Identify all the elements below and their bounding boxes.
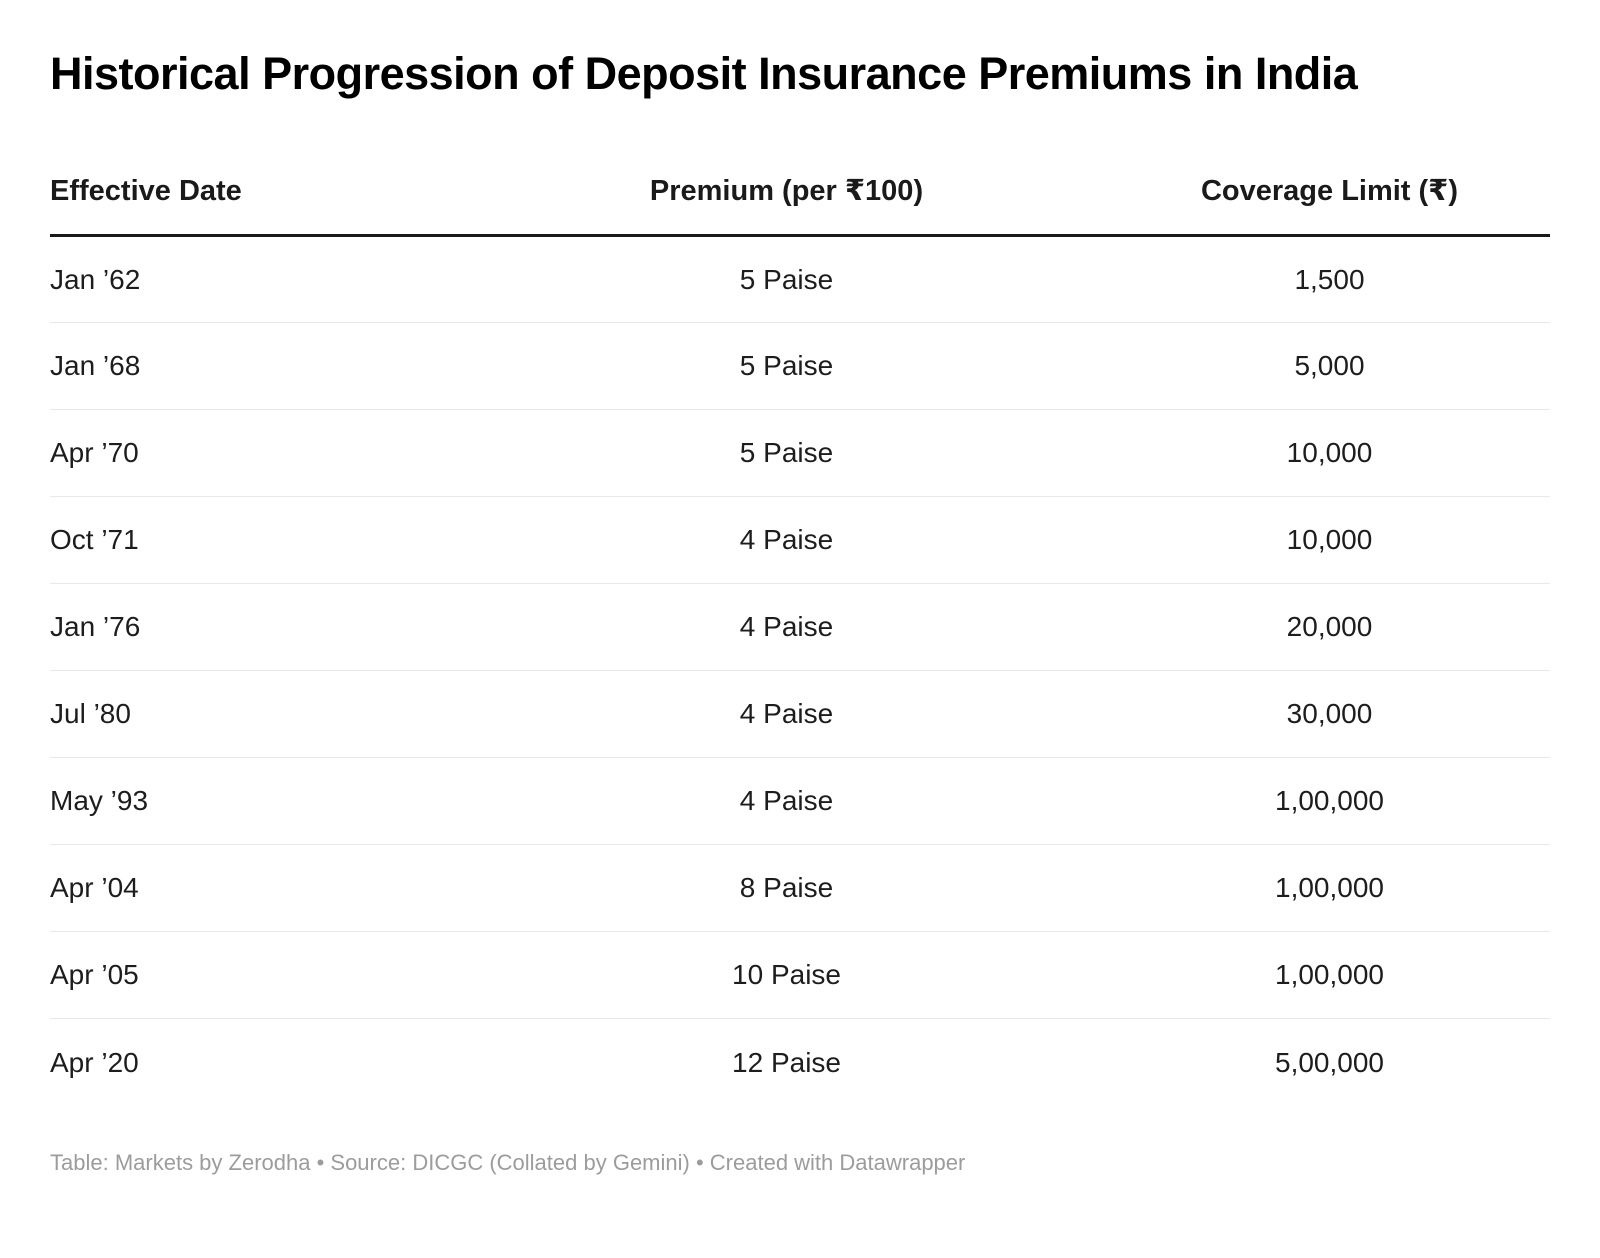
cell-effective-date: Oct ’71: [50, 496, 464, 584]
table-row: Jan ’68 5 Paise 5,000: [50, 322, 1550, 410]
cell-effective-date: Apr ’70: [50, 409, 464, 497]
table-row: Apr ’20 12 Paise 5,00,000: [50, 1018, 1550, 1106]
cell-premium: 10 Paise: [464, 931, 1109, 1019]
table-row: Apr ’05 10 Paise 1,00,000: [50, 931, 1550, 1019]
footer-separator: •: [689, 1149, 710, 1175]
table-row: Jan ’76 4 Paise 20,000: [50, 583, 1550, 671]
col-header-effective-date: Effective Date: [50, 164, 464, 238]
cell-premium: 4 Paise: [464, 670, 1109, 758]
cell-coverage-limit: 10,000: [1109, 496, 1550, 584]
table-row: Jul ’80 4 Paise 30,000: [50, 670, 1550, 758]
col-header-coverage-limit: Coverage Limit (₹): [1109, 164, 1550, 238]
table-row: May ’93 4 Paise 1,00,000: [50, 757, 1550, 845]
table-row: Oct ’71 4 Paise 10,000: [50, 496, 1550, 584]
col-header-premium: Premium (per ₹100): [464, 164, 1109, 238]
cell-effective-date: Apr ’05: [50, 931, 464, 1019]
footer-link-markets-by-zerodha[interactable]: Markets by Zerodha: [114, 1149, 311, 1175]
table-row: Apr ’04 8 Paise 1,00,000: [50, 844, 1550, 932]
attribution-footer: Table: Markets by Zerodha • Source: DICG…: [50, 1150, 1550, 1176]
cell-effective-date: Jan ’62: [50, 263, 141, 295]
header-row: Effective Date Premium (per ₹100) Covera…: [50, 164, 1550, 238]
footer-source-label: • Source:: [310, 1149, 413, 1175]
cell-premium: 4 Paise: [464, 757, 1109, 845]
cell-coverage-limit: 5,000: [1109, 322, 1550, 410]
cell-premium: 4 Paise: [464, 583, 1109, 671]
cell-premium: 4 Paise: [464, 496, 1109, 584]
cell-effective-date: Apr ’20: [50, 1018, 464, 1106]
cell-coverage-limit: 1,00,000: [1109, 757, 1550, 845]
footer-link-source-dicgc[interactable]: DICGC (Collated by Gemini): [412, 1149, 690, 1175]
cell-coverage-limit: 1,00,000: [1109, 844, 1550, 932]
cell-premium: 5 Paise: [464, 409, 1109, 497]
cell-effective-date: Jan ’68: [50, 322, 464, 410]
cell-coverage-limit: 10,000: [1109, 409, 1550, 497]
page-title: Historical Progression of Deposit Insura…: [50, 48, 1358, 99]
table-row: Apr ’70 5 Paise 10,000: [50, 409, 1550, 497]
cell-coverage-limit: 30,000: [1109, 670, 1550, 758]
cell-effective-date: Jan ’76: [50, 583, 464, 671]
cell-premium: 12 Paise: [464, 1018, 1109, 1106]
cell-coverage-limit: 1,00,000: [1109, 931, 1550, 1019]
data-table: Effective Date Premium (per ₹100) Covera…: [50, 164, 1550, 1106]
cell-premium: 5 Paise: [464, 322, 1109, 410]
cell-premium: 8 Paise: [464, 844, 1109, 932]
cell-effective-date: Jul ’80: [50, 670, 464, 758]
cell-coverage-limit: 1,500: [1294, 263, 1365, 295]
cell-coverage-limit: 20,000: [1109, 583, 1550, 671]
footer-table-label: Table:: [50, 1149, 115, 1175]
cell-effective-date: Apr ’04: [50, 844, 464, 932]
table-row: Jan ’62 5 Paise 1,500: [50, 236, 1550, 323]
footer-link-datawrapper[interactable]: Created with Datawrapper: [709, 1149, 966, 1175]
cell-premium: 5 Paise: [739, 263, 834, 295]
cell-effective-date: May ’93: [50, 757, 464, 845]
cell-coverage-limit: 5,00,000: [1109, 1018, 1550, 1106]
